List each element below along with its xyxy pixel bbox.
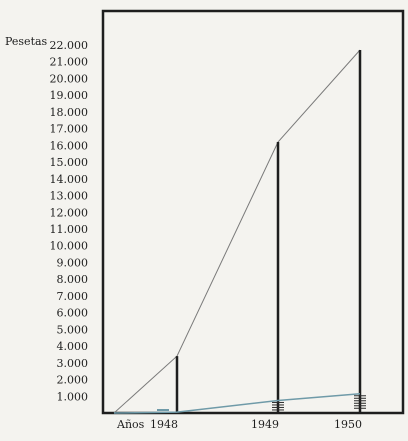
series-2-marker bbox=[272, 401, 284, 411]
series-2-line bbox=[113, 393, 361, 414]
y-tick-label: 11.000 bbox=[50, 223, 89, 236]
x-tick-label: 1948 bbox=[150, 418, 178, 431]
x-axis-prefix: Años bbox=[116, 418, 145, 431]
y-axis-ticks: 1.000 2.000 3.000 4.000 5.000 6.000 7.000 8.000… bbox=[50, 39, 89, 403]
y-tick-label: 13.000 bbox=[50, 190, 89, 203]
y-tick-label: 6.000 bbox=[57, 307, 89, 320]
series-1-line bbox=[113, 49, 361, 414]
y-tick-label: 1.000 bbox=[57, 390, 89, 403]
y-tick-label: 14.000 bbox=[50, 173, 89, 186]
y-tick-label: 15.000 bbox=[50, 156, 89, 169]
y-tick-label: 18.000 bbox=[50, 106, 89, 119]
series-layer bbox=[113, 49, 366, 414]
y-tick-label: 7.000 bbox=[57, 290, 89, 303]
y-tick-label: 20.000 bbox=[50, 72, 89, 85]
series-2-marker bbox=[157, 409, 169, 411]
y-tick-label: 22.000 bbox=[50, 39, 89, 52]
y-tick-label: 4.000 bbox=[57, 340, 89, 353]
y-tick-label: 5.000 bbox=[57, 323, 89, 336]
series-2-marker bbox=[354, 395, 366, 409]
y-tick-label: 17.000 bbox=[50, 123, 89, 136]
y-tick-label: 10.000 bbox=[50, 240, 89, 253]
x-tick-label: 1950 bbox=[334, 418, 362, 431]
y-tick-label: 21.000 bbox=[50, 56, 89, 69]
y-axis-title: Pesetas bbox=[5, 35, 48, 48]
x-axis-ticks: Años 1948 1949 1950 bbox=[116, 418, 362, 431]
y-tick-label: 9.000 bbox=[57, 256, 89, 269]
x-tick-label: 1949 bbox=[251, 418, 279, 431]
y-tick-label: 19.000 bbox=[50, 89, 89, 102]
plot-frame bbox=[101, 9, 405, 415]
y-tick-label: 12.000 bbox=[50, 206, 89, 219]
y-tick-label: 8.000 bbox=[57, 273, 89, 286]
y-tick-label: 16.000 bbox=[50, 139, 89, 152]
y-tick-label: 2.000 bbox=[57, 374, 89, 387]
y-tick-label: 3.000 bbox=[57, 357, 89, 370]
